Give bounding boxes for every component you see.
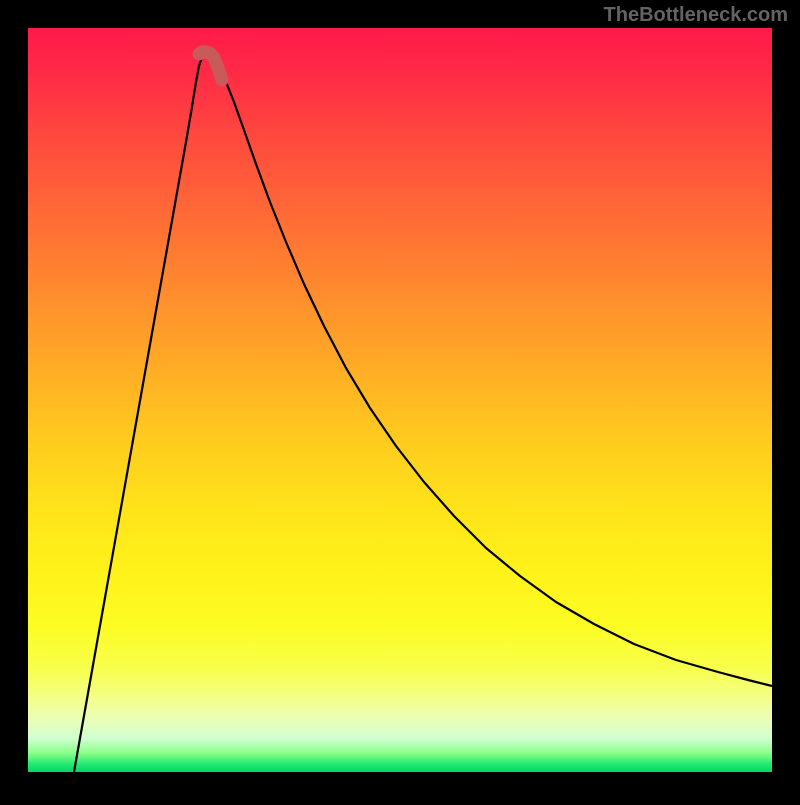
watermark-text: TheBottleneck.com	[604, 4, 788, 27]
chart-container	[0, 0, 800, 800]
bottleneck-chart	[0, 0, 800, 800]
